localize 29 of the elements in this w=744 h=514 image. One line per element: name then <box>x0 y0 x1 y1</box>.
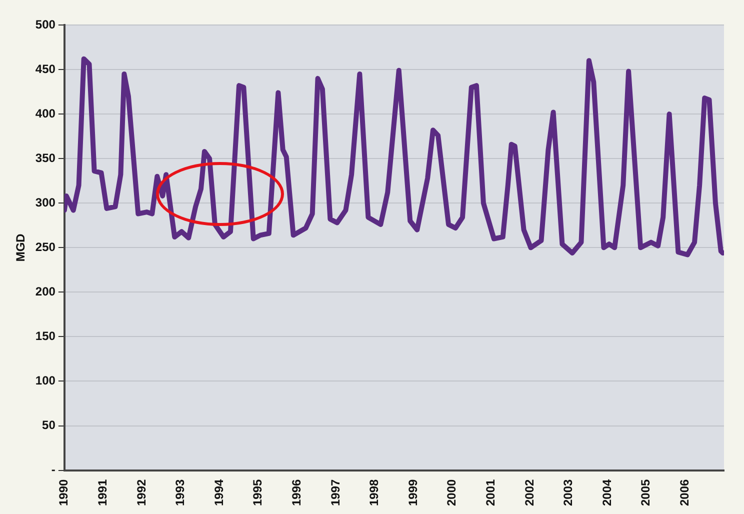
y-tick-label: 200 <box>35 284 56 298</box>
y-tick-label: 150 <box>35 329 56 344</box>
x-tick-label: 2006 <box>678 478 692 506</box>
x-tick-label: 1991 <box>96 478 110 506</box>
y-tick-label: 50 <box>42 418 56 432</box>
x-tick-label: 2001 <box>484 478 498 506</box>
x-tick-label: 2005 <box>638 478 653 506</box>
x-tick-label: 1996 <box>290 478 304 506</box>
x-tick-label: 1998 <box>367 478 382 506</box>
y-tick-label: 450 <box>35 62 56 76</box>
x-tick-label: 1990 <box>56 478 71 506</box>
y-tick-label: - <box>51 462 56 477</box>
x-tick-label: 1994 <box>212 478 226 506</box>
y-tick-label: 250 <box>35 240 56 254</box>
x-tick-label: 2002 <box>522 478 536 506</box>
x-tick-label: 1995 <box>250 478 265 506</box>
x-tick-label: 1999 <box>406 478 420 506</box>
y-tick-label: 400 <box>35 106 56 120</box>
x-tick-label: 1997 <box>328 478 342 506</box>
y-tick-label: 100 <box>35 374 56 388</box>
y-axis-title: MGD <box>14 233 28 262</box>
x-tick-label: 1992 <box>134 478 148 506</box>
x-tick-label: 2000 <box>444 478 459 506</box>
x-tick-label: 1993 <box>173 478 188 506</box>
x-tick-label: 2004 <box>600 478 614 506</box>
y-tick-label: 300 <box>35 195 56 210</box>
y-tick-label: 500 <box>35 17 56 32</box>
x-tick-label: 2003 <box>561 478 576 506</box>
y-tick-label: 350 <box>35 150 56 165</box>
